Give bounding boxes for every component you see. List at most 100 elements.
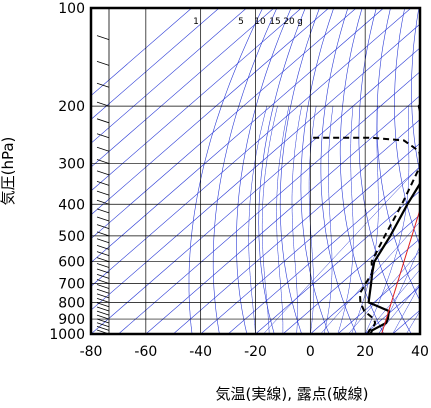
- wind-barb: [96, 273, 110, 279]
- mixing-ratio-label: 1: [193, 17, 199, 27]
- isotherm-line: [91, 8, 192, 96]
- wind-barb: [96, 293, 110, 299]
- y-tick-label: 700: [58, 277, 85, 293]
- series-solid: [367, 103, 420, 334]
- mixing-ratio-label: 20: [283, 17, 295, 27]
- x-tick-label: -80: [80, 344, 103, 360]
- wind-barb: [96, 314, 110, 320]
- dry-adiabat-line: [212, 8, 278, 334]
- mixing-ratio-labels: 1 5 10 15 20 g: [193, 17, 303, 27]
- wind-barb: [96, 199, 110, 205]
- isotherm-line: [145, 95, 420, 334]
- moist-adiabat-line: [419, 333, 420, 334]
- y-tick-label: 500: [58, 229, 85, 245]
- wind-barb: [96, 302, 110, 308]
- moist-adiabat-line: [406, 310, 420, 334]
- wind-barb: [96, 146, 110, 152]
- dry-adiabat-line: [236, 8, 292, 334]
- wind-barb: [96, 180, 110, 186]
- isotherm-line: [200, 142, 420, 334]
- mixing-ratio-line: [365, 269, 420, 334]
- wind-barb: [96, 159, 110, 164]
- wind-barb: [96, 231, 110, 237]
- x-tick-label: -60: [134, 344, 157, 360]
- plot-frame: [89, 6, 422, 336]
- isotherm-line: [118, 71, 420, 334]
- wind-barb: [96, 326, 110, 331]
- wind-barb: [96, 101, 110, 107]
- wind-barb: [96, 298, 110, 303]
- wind-barbs: [96, 8, 110, 334]
- y-axis-title: 気圧(hPa): [0, 137, 17, 206]
- y-tick-label: 600: [58, 255, 85, 271]
- wind-barb: [96, 35, 110, 40]
- x-tick-label: 40: [411, 344, 429, 360]
- wind-barb: [96, 251, 110, 257]
- mixing-ratio-line: [263, 165, 420, 334]
- wind-barb: [96, 170, 110, 176]
- wind-barb: [96, 238, 110, 244]
- wind-barb: [96, 306, 110, 312]
- wind-barb: [96, 118, 110, 124]
- y-tick-label: 800: [58, 295, 85, 311]
- y-tick-label: 100: [58, 1, 85, 17]
- wind-barb: [96, 279, 110, 284]
- y-tick-label: 200: [58, 99, 85, 115]
- isotherm-line: [91, 8, 247, 144]
- mixing-ratio-label: 5: [238, 17, 244, 27]
- mixing-ratio-label: 10: [254, 17, 266, 27]
- isotherm-line: [91, 8, 384, 263]
- wind-barb: [96, 322, 110, 328]
- x-tick-label: -20: [244, 344, 267, 360]
- wind-barb: [96, 284, 110, 289]
- isotherm-line: [91, 8, 302, 192]
- series-solid-red: [381, 207, 420, 334]
- reference-lines: [91, 8, 420, 334]
- mixing-ratio-line: [320, 221, 420, 334]
- isotherm-line: [91, 8, 275, 168]
- isotherm-line: [91, 23, 420, 311]
- wind-barb: [96, 288, 110, 294]
- x-axis-ticks: -80 -60 -40 -20 0 20 40: [80, 344, 429, 360]
- isotherm-line: [173, 119, 420, 334]
- mixing-ratio-label: 15: [269, 17, 280, 27]
- wind-barb: [96, 82, 110, 88]
- wind-barb: [96, 244, 110, 250]
- moist-adiabat-line: [392, 283, 420, 334]
- dry-adiabat-line: [411, 8, 420, 175]
- mixing-ratio-label: g: [297, 17, 303, 27]
- dry-adiabat-line: [339, 8, 385, 334]
- dry-adiabat-line: [279, 8, 320, 334]
- wind-barb: [96, 263, 110, 268]
- dry-adiabat-line: [188, 8, 264, 334]
- dry-adiabat-line: [320, 8, 357, 334]
- wind-barb: [96, 257, 110, 263]
- isotherm-line: [91, 8, 357, 240]
- y-tick-label: 900: [58, 312, 85, 328]
- mixing-ratio-line: [348, 250, 420, 334]
- wind-barb: [96, 224, 110, 229]
- wind-barb: [96, 318, 110, 324]
- isotherm-line: [91, 8, 220, 120]
- series-dashed: [311, 136, 420, 334]
- dry-adiabat-line: [394, 8, 420, 247]
- isotherm-line: [255, 190, 420, 334]
- wind-barb: [96, 208, 110, 214]
- isotherm-line: [310, 238, 420, 334]
- grid-lines: [91, 8, 420, 334]
- isotherm-line: [337, 262, 420, 334]
- x-axis-title: 気温(実線), 露点(破線): [216, 385, 369, 403]
- isotherm-line: [419, 333, 420, 334]
- wind-barb: [96, 133, 110, 139]
- isotherm-line: [91, 8, 330, 216]
- data-lines: [311, 103, 420, 334]
- x-tick-label: -40: [189, 344, 212, 360]
- wind-barb: [96, 268, 110, 274]
- isotherm-line: [282, 214, 420, 334]
- x-tick-label: 0: [306, 344, 315, 360]
- y-tick-label: 300: [58, 157, 85, 173]
- y-tick-label: 1000: [49, 327, 85, 343]
- x-tick-label: 20: [356, 344, 374, 360]
